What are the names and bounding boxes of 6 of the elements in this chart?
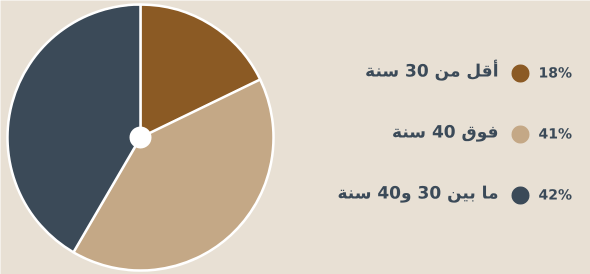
data-label: 42% xyxy=(538,188,572,204)
legend-label: فوق 40 سنة xyxy=(392,122,499,142)
data-label: 18% xyxy=(538,66,572,82)
legend-label: ما بين 30 و40 سنة xyxy=(337,184,499,204)
legend-label: أقل من 30 سنة xyxy=(365,60,499,82)
data-label: 41% xyxy=(538,126,572,142)
